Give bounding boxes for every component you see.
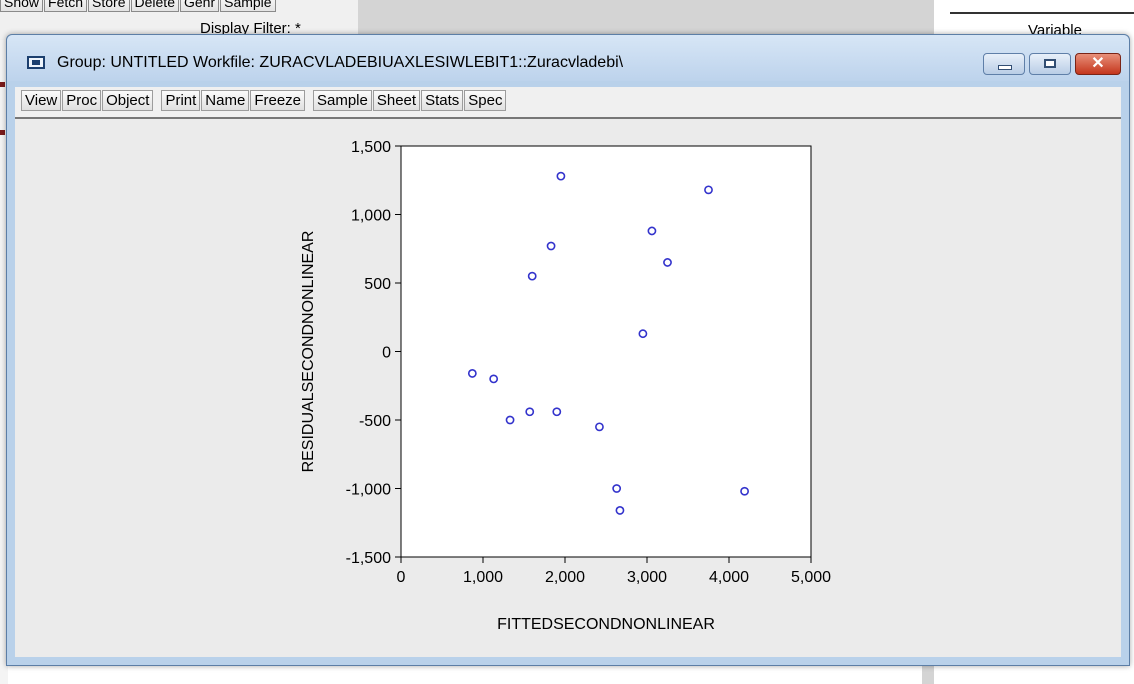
y-tick-label: -1,000 <box>346 482 391 499</box>
scatter-point <box>556 171 566 181</box>
close-button[interactable]: ✕ <box>1075 53 1121 75</box>
y-tick-label: 1,000 <box>351 208 391 225</box>
sample-button[interactable]: Sample <box>313 90 372 111</box>
y-axis-label: RESIDUALSECONDNONLINEAR <box>300 231 317 473</box>
group-window: Group: UNTITLED Workfile: ZURACVLADEBIUA… <box>6 34 1130 666</box>
plot-frame <box>400 145 812 558</box>
background-toolbar-button-sample[interactable]: Sample <box>220 0 276 12</box>
scatter-plot: 1,500 1,000 500 0 -500 -1,000 -1,500 0 1,000 2,00… <box>300 139 831 633</box>
y-tick-label: -1,500 <box>346 550 391 567</box>
x-tick-label: 0 <box>397 569 406 586</box>
title-bar[interactable]: Group: UNTITLED Workfile: ZURACVLADEBIUA… <box>7 35 1129 81</box>
y-tick-label: 0 <box>382 345 391 362</box>
close-icon: ✕ <box>1091 55 1105 72</box>
maximize-button[interactable] <box>1029 53 1071 75</box>
scatter-point <box>595 422 604 432</box>
scatter-point <box>612 484 622 493</box>
background-toolbar: Show Fetch Store Delete Genr Sample Display F… <box>0 0 359 40</box>
x-axis-label: FITTEDSECONDNONLINEAR <box>497 616 715 633</box>
group-toolbar: View Proc Object Print Name Freeze Sample Sheet… <box>15 87 1121 119</box>
background-toolbar-buttons: Show Fetch Store Delete Genr Sample <box>0 0 276 12</box>
spec-button[interactable]: Spec <box>464 90 507 111</box>
window-title: Group: UNTITLED Workfile: ZURACVLADEBIUA… <box>57 54 624 71</box>
background-left-window <box>0 40 8 684</box>
x-tick-label: 1,000 <box>463 569 503 586</box>
scatter-point <box>638 329 648 339</box>
minimize-button[interactable] <box>983 53 1025 75</box>
graph-area: 1,500 1,000 500 0 -500 -1,000 -1,500 0 1,000 2,00… <box>15 119 1121 657</box>
background-toolbar-button-store[interactable]: Store <box>88 0 130 12</box>
scatter-point <box>663 258 672 267</box>
background-desktop <box>358 0 922 40</box>
marker <box>0 130 5 135</box>
y-tick-label: 1,500 <box>351 139 391 156</box>
background-toolbar-button-genr[interactable]: Genr <box>179 0 220 12</box>
name-button[interactable]: Name <box>201 90 250 111</box>
view-button[interactable]: View <box>21 90 62 111</box>
scatter-point <box>615 506 625 515</box>
print-button[interactable]: Print <box>161 90 201 111</box>
scatter-point <box>704 185 713 195</box>
window-controls: ✕ <box>983 53 1121 75</box>
background-toolbar-button-show[interactable]: Show <box>0 0 44 12</box>
display-filter-label: Display Filter: * <box>200 20 301 37</box>
x-tick-label: 2,000 <box>545 569 585 586</box>
marker <box>0 82 5 87</box>
divider <box>950 12 1134 14</box>
scatter-point <box>505 415 515 425</box>
minimize-icon <box>998 65 1012 70</box>
stats-button[interactable]: Stats <box>421 90 464 111</box>
toolbar-buttons: View Proc Object Print Name Freeze Sample Sheet… <box>21 90 507 111</box>
x-tick-label: 5,000 <box>791 569 831 586</box>
scatter-point <box>740 486 749 496</box>
scatter-point <box>552 407 562 417</box>
scatter-point <box>647 226 657 236</box>
scatter-point <box>546 241 556 251</box>
proc-button[interactable]: Proc <box>62 90 102 111</box>
maximize-icon <box>1044 59 1056 68</box>
freeze-button[interactable]: Freeze <box>250 90 305 111</box>
scatter-point <box>467 369 477 378</box>
background-toolbar-button-delete[interactable]: Delete <box>130 0 179 12</box>
object-button[interactable]: Object <box>102 90 154 111</box>
y-tick-label: -500 <box>359 413 391 430</box>
y-tick-label: 500 <box>364 276 391 293</box>
scatter-point <box>525 407 535 417</box>
scatter-point <box>527 271 537 281</box>
sheet-button[interactable]: Sheet <box>372 90 421 111</box>
x-tick-label: 3,000 <box>627 569 667 586</box>
x-tick-label: 4,000 <box>709 569 749 586</box>
scatter-point <box>489 374 499 384</box>
window-icon <box>27 56 45 69</box>
background-toolbar-button-fetch[interactable]: Fetch <box>44 0 88 12</box>
